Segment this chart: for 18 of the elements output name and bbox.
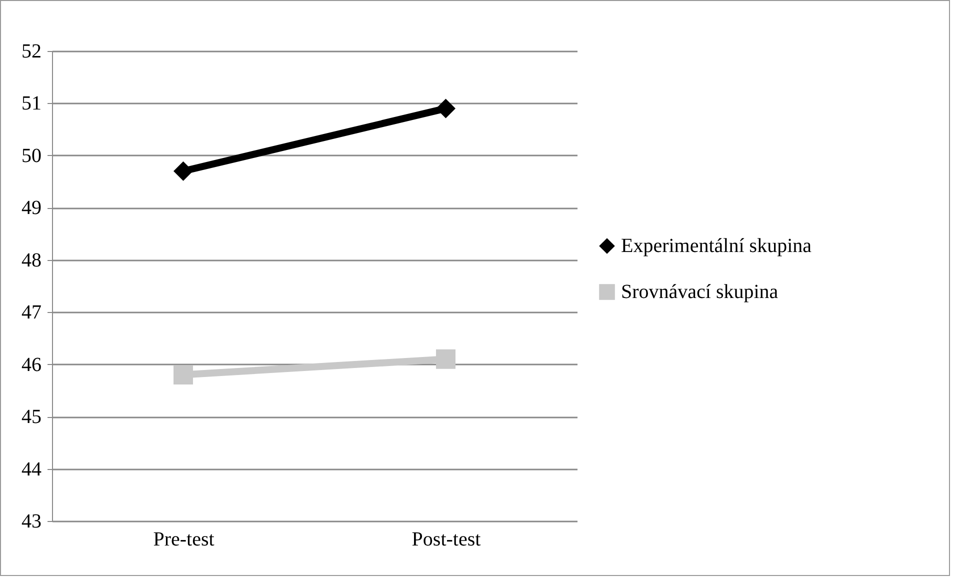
- y-tick-label: 52: [22, 40, 42, 62]
- y-tick-label: 47: [22, 302, 42, 324]
- y-tick-label: 43: [22, 510, 42, 532]
- y-tick-label: 44: [22, 458, 42, 480]
- point: [436, 349, 456, 369]
- point: [174, 365, 193, 385]
- point: [436, 98, 456, 118]
- y-tick-label: 48: [22, 249, 42, 272]
- y-tick-label: 50: [22, 144, 42, 167]
- y-tick-label: 49: [22, 197, 42, 220]
- y-tick-label: 51: [22, 92, 42, 115]
- x-tick-label: Pre-test: [153, 528, 215, 550]
- x-tick-label: Post-test: [412, 528, 482, 550]
- point: [174, 161, 193, 181]
- y-tick-label: 45: [22, 406, 42, 428]
- legend-label: Experimentální skupina: [621, 235, 812, 257]
- y-tick-label: 46: [22, 354, 42, 376]
- legend-label: Srovnávací skupina: [621, 281, 778, 303]
